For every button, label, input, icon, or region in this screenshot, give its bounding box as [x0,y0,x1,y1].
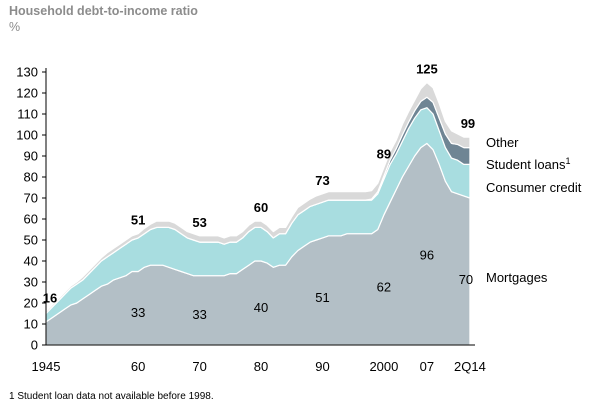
total-label: 60 [254,200,268,215]
x-tick-label: 2000 [369,359,398,374]
y-tick-label: 70 [24,191,38,206]
y-tick-label: 10 [24,317,38,332]
y-tick-label: 30 [24,275,38,290]
y-tick-label: 20 [24,296,38,311]
y-tick-label: 60 [24,212,38,227]
data-labels: 16 51 53 60 73 89 125 99 33 33 40 51 62 96 70 [43,62,475,322]
mortgage-label: 33 [192,307,206,322]
x-tick-label: 80 [254,359,268,374]
x-axis: 1945 60 70 80 90 2000 07 2Q14 [32,344,486,374]
y-tick-label: 100 [16,128,38,143]
mortgage-label: 70 [459,272,473,287]
legend-student-loans: Student loans1 [486,156,571,172]
total-label: 51 [131,213,145,228]
mortgage-label: 33 [131,305,145,320]
legend-consumer-credit: Consumer credit [486,180,582,195]
x-tick-label: 90 [315,359,329,374]
y-tick-label: 90 [24,149,38,164]
footnote-marker: 1 [566,156,571,166]
y-tick-label: 130 [16,65,38,80]
total-label: 99 [461,116,475,131]
total-label: 53 [192,215,206,230]
x-tick-label: 60 [131,359,145,374]
y-axis: 0 10 20 30 40 50 60 70 80 90 100 110 120 130 [16,65,47,353]
x-tick-label: 70 [192,359,206,374]
mortgage-label: 96 [420,247,434,262]
legend-mortgages: Mortgages [486,270,548,285]
x-tick-label: 1945 [32,359,61,374]
y-tick-label: 0 [31,338,38,353]
mortgage-label: 40 [254,300,268,315]
total-label: 73 [315,173,329,188]
footnote: 1 Student loan data not available before… [9,391,214,402]
x-tick-label: 07 [420,359,434,374]
y-tick-label: 80 [24,170,38,185]
total-label: 89 [377,147,391,162]
total-label: 125 [416,62,438,77]
y-tick-label: 120 [16,86,38,101]
y-tick-label: 50 [24,233,38,248]
chart-unit: % [9,20,21,34]
y-tick-label: 110 [17,107,38,122]
mortgage-label: 62 [377,279,391,294]
legend: Other Student loans1 Consumer credit Mortga… [486,135,582,285]
area-other [45,81,471,315]
x-tick-label: 2Q14 [454,359,486,374]
y-tick-label: 40 [24,254,38,269]
mortgage-label: 51 [315,290,329,305]
total-label: 16 [43,290,57,305]
legend-other: Other [486,135,519,150]
chart-title: Household debt-to-income ratio [9,4,198,18]
